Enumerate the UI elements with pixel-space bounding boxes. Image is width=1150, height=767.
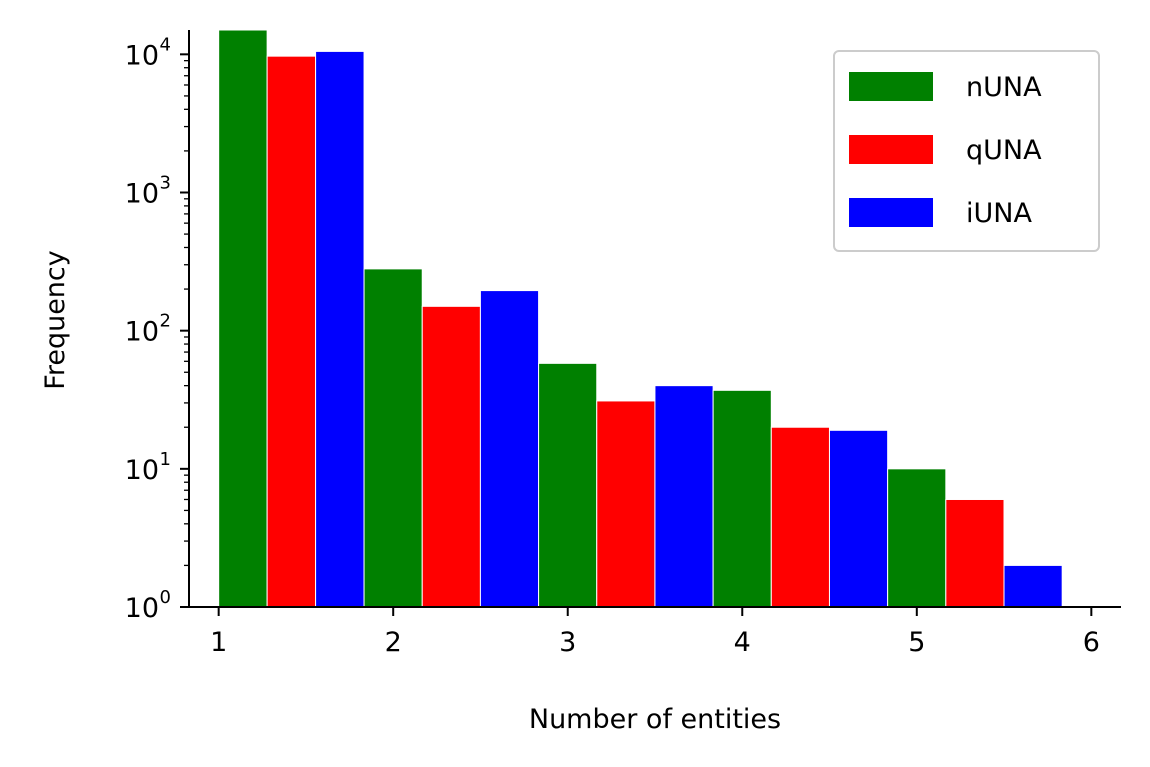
y-tick-label: 10 [125, 593, 159, 624]
bar-iuna-1 [315, 50, 365, 608]
bar-nuna-1 [218, 29, 268, 608]
x-tick-label: 6 [1083, 627, 1100, 658]
y-tick-exponent: 1 [160, 449, 171, 470]
bar-quna-3 [596, 400, 656, 608]
y-tick-label: 10 [125, 178, 159, 209]
y-axis-label: Frequency [40, 250, 71, 390]
y-tick-exponent: 2 [160, 311, 171, 332]
bar-iuna-3 [654, 385, 714, 608]
y-tick-label: 10 [125, 455, 159, 486]
x-tick-label: 2 [385, 627, 402, 658]
y-tick-exponent: 3 [160, 172, 171, 193]
bar-quna-2 [421, 305, 481, 608]
legend: nUNA qUNA iUNA [833, 50, 1100, 252]
legend-swatch-nuna [849, 72, 933, 101]
y-tick-exponent: 0 [160, 587, 171, 608]
bar-quna-4 [770, 426, 830, 608]
x-tick-label: 1 [210, 627, 227, 658]
bar-quna-5 [945, 498, 1005, 608]
bar-iuna-2 [479, 290, 540, 608]
x-axis-label: Number of entities [529, 704, 781, 735]
legend-label-nuna: nUNA [966, 72, 1042, 103]
y-tick-label: 10 [125, 40, 159, 71]
x-tick-label: 5 [908, 627, 925, 658]
bar-nuna-2 [363, 268, 423, 608]
bar-nuna-4 [712, 389, 772, 608]
bar-iuna-5 [1003, 564, 1063, 608]
bar-nuna-3 [538, 362, 598, 608]
y-tick-exponent: 4 [160, 34, 171, 55]
x-ticks-group: 1 2 3 4 5 6 [210, 607, 1100, 658]
legend-label-iuna: iUNA [966, 198, 1032, 229]
bar-quna-1 [266, 55, 317, 608]
legend-swatch-quna [849, 135, 933, 164]
legend-label-quna: qUNA [966, 135, 1042, 166]
y-tick-label: 10 [125, 317, 159, 348]
x-tick-label: 4 [734, 627, 751, 658]
legend-swatch-iuna [849, 198, 933, 227]
bars-group [218, 29, 1063, 608]
bar-nuna-5 [887, 468, 947, 608]
x-tick-label: 3 [559, 627, 576, 658]
bar-iuna-4 [828, 429, 889, 608]
